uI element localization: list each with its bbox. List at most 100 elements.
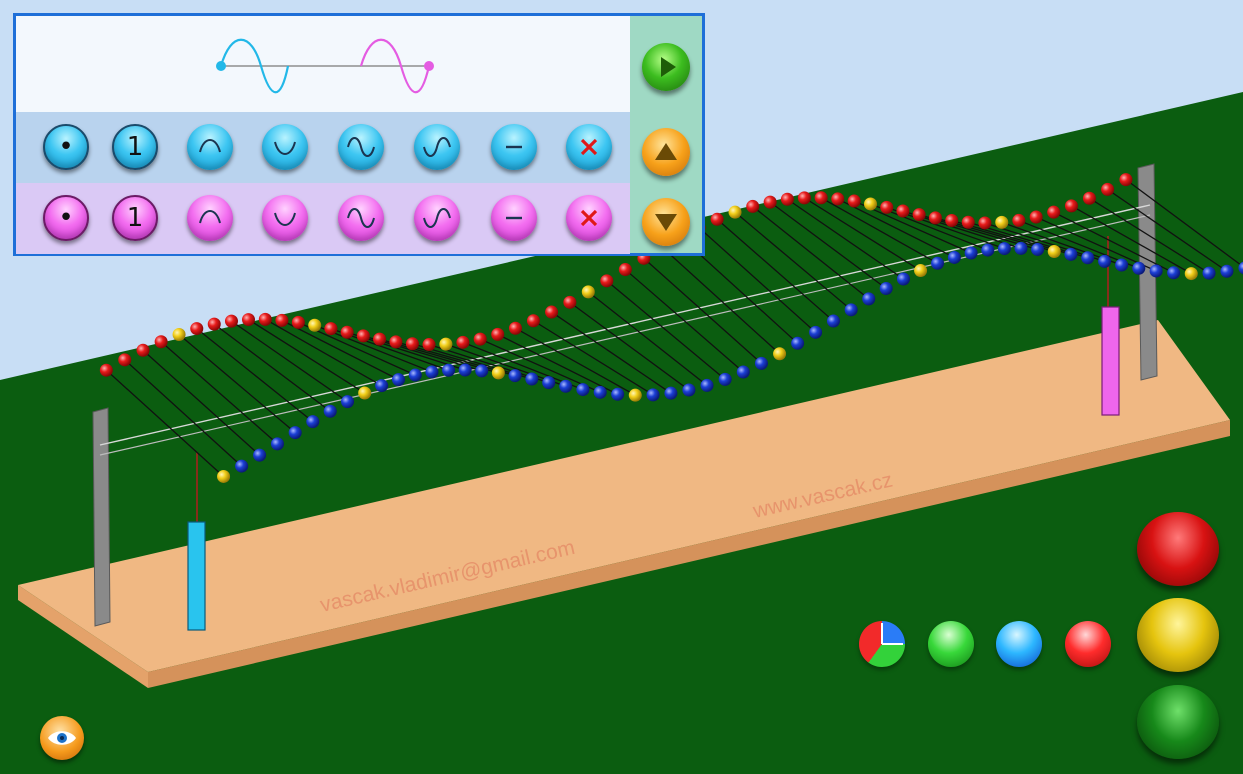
- pink-sine-button[interactable]: [338, 195, 384, 241]
- blue-crest-button[interactable]: [187, 124, 233, 170]
- minus-icon: [506, 216, 522, 220]
- pink-clear-button[interactable]: [566, 195, 612, 241]
- arrow-up-button[interactable]: [642, 128, 690, 176]
- wave-rod: [298, 321, 416, 376]
- play-button[interactable]: [642, 43, 690, 91]
- red-ball: [961, 215, 975, 229]
- wave-rod: [497, 333, 618, 395]
- red-ball: [99, 363, 113, 377]
- wave-rod: [734, 211, 852, 311]
- blue-ball: [375, 379, 389, 393]
- red-ball: [241, 313, 255, 327]
- red-ball: [526, 314, 540, 328]
- red-ball: [600, 274, 614, 288]
- blue-flat-button[interactable]: [491, 124, 537, 170]
- red-ball: [814, 191, 828, 205]
- wave-rod: [643, 257, 762, 364]
- arrow-up-icon: [655, 143, 677, 160]
- blue-dot-label: •: [58, 132, 74, 162]
- red-ball: [356, 329, 370, 343]
- pink-wave-row: • 1: [16, 183, 630, 254]
- wave-rod: [1053, 211, 1174, 274]
- red-ball: [373, 332, 387, 346]
- panel-side-controls: [630, 16, 702, 253]
- play-icon: [661, 57, 676, 77]
- wave-rod: [248, 319, 366, 394]
- blue-ball: [879, 282, 893, 296]
- green-ball-button[interactable]: [928, 621, 974, 667]
- red-ball-button[interactable]: [1065, 621, 1111, 667]
- blue-ball: [425, 365, 439, 379]
- red-ball: [618, 263, 632, 277]
- right-post: [1137, 163, 1158, 381]
- blue-ball: [964, 246, 978, 260]
- blue-one-label: 1: [126, 132, 144, 162]
- blue-ball: [1098, 254, 1112, 268]
- pink-trough-button[interactable]: [262, 195, 308, 241]
- left-post: [92, 407, 111, 627]
- blue-ball: [1115, 258, 1129, 272]
- blue-ball: [1220, 264, 1234, 278]
- blue-ball: [682, 383, 696, 397]
- wave-rod: [837, 198, 955, 259]
- red-ball: [880, 200, 894, 214]
- pink-one-button[interactable]: 1: [112, 195, 158, 241]
- yellow-ball: [995, 215, 1009, 229]
- crest-icon: [199, 139, 221, 153]
- blue-ball: [508, 369, 522, 383]
- blue-one-button[interactable]: 1: [112, 124, 158, 170]
- blue-ball: [576, 383, 590, 397]
- yellow-ball: [628, 388, 642, 402]
- blue-driver-rod: [187, 521, 206, 631]
- wave-rod: [804, 197, 921, 272]
- inverted-sine-icon: [423, 137, 451, 157]
- red-ball: [1029, 210, 1043, 224]
- red-ball: [928, 211, 942, 225]
- board-front: [148, 420, 1230, 688]
- wave-rod: [142, 349, 261, 456]
- wave-rod: [787, 198, 904, 280]
- pink-dot-label: •: [58, 203, 74, 233]
- wave-rod: [1035, 216, 1157, 272]
- yellow-button[interactable]: [1137, 598, 1219, 672]
- red-ball: [1012, 213, 1026, 227]
- blue-dot-button[interactable]: •: [43, 124, 89, 170]
- blue-ball-button[interactable]: [996, 621, 1042, 667]
- blue-sine-button[interactable]: [338, 124, 384, 170]
- eye-button[interactable]: [40, 716, 84, 760]
- wave-rod: [196, 328, 314, 423]
- blue-ball: [475, 364, 489, 378]
- blue-ball: [611, 387, 625, 401]
- pink-dot-button[interactable]: •: [43, 195, 89, 241]
- red-ball: [1082, 191, 1096, 205]
- blue-ball: [947, 250, 961, 264]
- wave-rod: [569, 301, 690, 391]
- red-ball: [978, 216, 992, 230]
- red-ball: [422, 338, 436, 352]
- wave-rod: [160, 341, 278, 445]
- blue-trough-button[interactable]: [262, 124, 308, 170]
- blue-ball: [896, 272, 910, 286]
- wave-rod: [661, 246, 781, 355]
- pink-flat-button[interactable]: [491, 195, 537, 241]
- wave-rod: [105, 369, 224, 477]
- wave-rod: [213, 323, 331, 412]
- blue-ball: [458, 363, 472, 377]
- arrow-down-button[interactable]: [642, 198, 690, 246]
- red-ball: [896, 204, 910, 218]
- red-ball: [405, 337, 419, 351]
- green-button[interactable]: [1137, 685, 1219, 759]
- red-button[interactable]: [1137, 512, 1219, 586]
- red-ball: [154, 335, 168, 349]
- blue-inverted-sine-button[interactable]: [414, 124, 460, 170]
- sine-icon: [347, 208, 375, 228]
- color-wheel-button[interactable]: [859, 621, 905, 667]
- blue-clear-button[interactable]: [566, 124, 612, 170]
- red-ball: [563, 295, 577, 309]
- red-ball: [491, 327, 505, 341]
- wave-rod: [551, 311, 672, 394]
- pink-inverted-sine-button[interactable]: [414, 195, 460, 241]
- pink-driver-rod: [1101, 306, 1120, 416]
- pink-crest-button[interactable]: [187, 195, 233, 241]
- blue-ball: [306, 415, 320, 429]
